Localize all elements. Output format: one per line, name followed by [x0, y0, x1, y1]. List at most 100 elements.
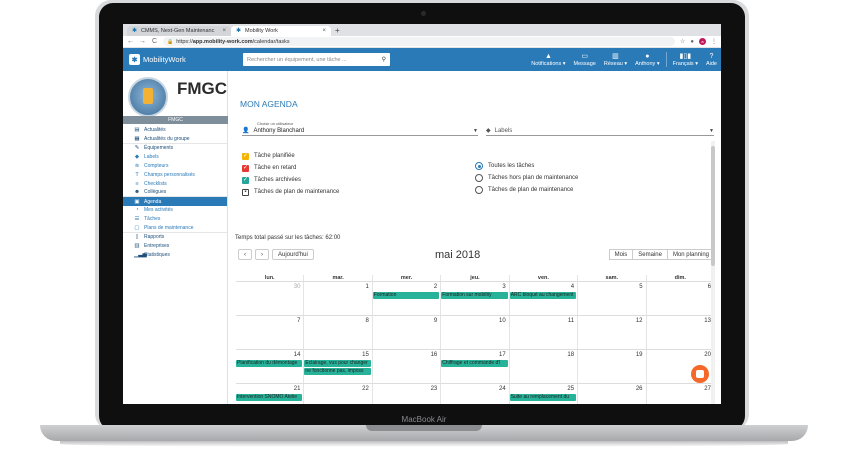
checkbox-retard[interactable]: ✓ Tâche en retard [242, 162, 339, 174]
browser-tab-mobility[interactable]: ✱ Mobility Work × [231, 26, 331, 36]
browser-tab-cmms[interactable]: ✱ CMMS, Next-Gen Maintenanc × [127, 26, 231, 36]
search-icon[interactable]: ⚲ [381, 57, 386, 63]
radio-icon[interactable] [475, 174, 483, 182]
calendar-day[interactable]: 2 Formation [372, 282, 442, 315]
calendar-day[interactable]: 16 [373, 350, 442, 383]
next-month-button[interactable]: › [255, 249, 269, 260]
calendar-event[interactable]: ARC bloqué au changement [509, 292, 577, 299]
sidebar-item-entreprises[interactable]: ▥ Entreprises [123, 242, 227, 251]
sidebar-item-champs[interactable]: T Champs personnalisés [123, 170, 227, 179]
calendar-day[interactable]: 7 [236, 316, 305, 349]
scrollbar[interactable] [711, 141, 715, 404]
sidebar-item-actualites-groupe[interactable]: ▦ Actualités du groupe [123, 135, 227, 144]
extension-icon[interactable]: ● [690, 38, 694, 45]
calendar-day[interactable]: 27 [647, 384, 715, 404]
calendar-day[interactable]: 6 [647, 282, 715, 315]
radio-selected-icon[interactable] [475, 162, 483, 170]
search-input[interactable]: Rechercher un équipement, une tâche ... … [243, 53, 390, 66]
radio-toutes[interactable]: Toutes les tâches [475, 160, 578, 172]
checkbox-icon[interactable]: ✓ [242, 152, 249, 160]
calendar-day[interactable]: 10 [441, 316, 510, 349]
checkbox-icon[interactable]: ✓ [242, 176, 249, 184]
sidebar-item-equipements[interactable]: ✎ Équipements [123, 144, 227, 153]
sidebar-item-statistiques[interactable]: ▁▃▅ Statistiques [123, 250, 227, 259]
calendar-event[interactable]: Planification du démontage [236, 360, 303, 367]
sidebar-item-plans[interactable]: ▢ Plans de maintenance [123, 224, 227, 233]
calendar-event[interactable]: Formation sur mobility [441, 292, 508, 299]
calendar-day[interactable]: 25 Suite au remplacement du [509, 384, 579, 404]
calendar-event[interactable]: Eclairage, vus pour changer [304, 360, 371, 367]
calendar-day[interactable]: 24 [441, 384, 510, 404]
checkbox-plan[interactable]: ▪ Tâches de plan de maintenance [242, 186, 339, 198]
calendar-day[interactable]: 30 [236, 282, 305, 315]
forward-icon[interactable]: → [139, 38, 146, 45]
calendar-event[interactable]: Intervention SNOMO Atelie [236, 394, 303, 401]
calendar-day[interactable]: 17 Chiffrage et commande d'l [441, 350, 510, 383]
scrollbar-thumb[interactable] [711, 146, 715, 266]
profile-icon[interactable]: a [699, 38, 706, 45]
calendar-day[interactable]: 22 [304, 384, 373, 404]
menu-icon[interactable]: ⋮ [711, 39, 717, 45]
calendar-day[interactable]: 18 [510, 350, 579, 383]
app-logo[interactable]: ✱ MobilityWork [123, 54, 228, 65]
star-icon[interactable]: ☆ [679, 39, 686, 45]
calendar-day[interactable]: 11 [510, 316, 579, 349]
calendar-day[interactable]: 23 [373, 384, 442, 404]
sidebar-item-rapports[interactable]: ▯ Rapports [123, 233, 227, 242]
calendar-day[interactable]: 3 Formation sur mobility [441, 282, 510, 315]
back-icon[interactable]: ← [127, 38, 134, 45]
calendar-day[interactable]: 4 ARC bloqué au changement [509, 282, 579, 315]
calendar-day[interactable]: 15 Eclairage, vus pour changer ne fonction… [304, 350, 373, 383]
radio-plan[interactable]: Tâches de plan de maintenance [475, 184, 578, 196]
user-select[interactable]: 👤 Anthony Blanchard ▼ [242, 126, 478, 136]
sidebar-item-checklists[interactable]: ≡ Checklists [123, 179, 227, 188]
sidebar-item-labels[interactable]: ◆ Labels [123, 153, 227, 162]
calendar-day[interactable]: 14 Planification du démontage [236, 350, 305, 383]
calendar-event[interactable]: ne fonctionne pas, imposs [304, 368, 371, 375]
chat-icon: ▭ [581, 52, 588, 60]
close-icon[interactable]: × [322, 28, 326, 34]
view-planning-button[interactable]: Mon planning [666, 249, 715, 260]
calendar-event[interactable]: Formation [372, 292, 440, 299]
radio-icon[interactable] [475, 186, 483, 194]
nav-notifications[interactable]: ▲ Notifications ▾ [527, 48, 569, 71]
view-month-button[interactable]: Mois [608, 249, 634, 260]
labels-select[interactable]: ◆ Labels ▼ [486, 126, 714, 136]
sidebar-item-activites[interactable]: ◔ Mes activités [123, 206, 227, 215]
reload-icon[interactable]: C [151, 38, 158, 45]
calendar-day[interactable]: 13 [647, 316, 715, 349]
nav-help[interactable]: ? Aide [702, 48, 721, 71]
sidebar-item-actualites[interactable]: ▤ Actualités [123, 126, 227, 135]
nav-user[interactable]: ● Anthony ▾ [631, 48, 663, 71]
checkbox-icon[interactable]: ✓ [242, 164, 249, 172]
calendar-day[interactable]: 1 [304, 282, 373, 315]
calendar-day[interactable]: 9 [373, 316, 442, 349]
new-tab-icon[interactable]: + [335, 26, 340, 35]
checkbox-archivees[interactable]: ✓ Tâches archivées [242, 174, 339, 186]
close-icon[interactable]: × [222, 28, 226, 34]
radio-hors-plan[interactable]: Tâches hors plan de maintenance [475, 172, 578, 184]
today-button[interactable]: Aujourd'hui [272, 249, 314, 260]
calendar-day[interactable]: 26 [578, 384, 647, 404]
sidebar-item-collegues[interactable]: ☻ Collègues [123, 188, 227, 198]
calendar-day[interactable]: 21 Intervention SNOMO Atelie [236, 384, 305, 404]
calendar-day[interactable]: 12 [578, 316, 647, 349]
calendar-day[interactable]: 19 [578, 350, 647, 383]
sidebar-item-compteurs[interactable]: ≋ Compteurs [123, 162, 227, 171]
sidebar-item-agenda[interactable]: ▣ Agenda [123, 197, 227, 207]
calendar-day[interactable]: 8 [304, 316, 373, 349]
view-week-button[interactable]: Semaine [632, 249, 668, 260]
calendar-day[interactable]: 5 [578, 282, 647, 315]
sidebar-item-taches[interactable]: ☰ Tâches [123, 215, 227, 224]
chat-launcher-icon[interactable] [691, 365, 709, 383]
nav-label: Notifications ▾ [531, 60, 566, 67]
calendar-event[interactable]: Chiffrage et commande d'l [441, 360, 508, 367]
prev-month-button[interactable]: ‹ [238, 249, 252, 260]
nav-reseau[interactable]: ▥ Réseau ▾ [600, 48, 631, 71]
checkbox-icon[interactable]: ▪ [242, 188, 249, 196]
nav-message[interactable]: ▭ Message [570, 48, 600, 71]
checkbox-planifiee[interactable]: ✓ Tâche planifiée [242, 150, 339, 162]
url-field[interactable]: 🔒 https://app.mobility-work.com/calendar… [163, 37, 675, 46]
calendar-event[interactable]: Suite au remplacement du [509, 394, 577, 401]
nav-language[interactable]: ▮▯▮ Français ▾ [669, 48, 702, 71]
